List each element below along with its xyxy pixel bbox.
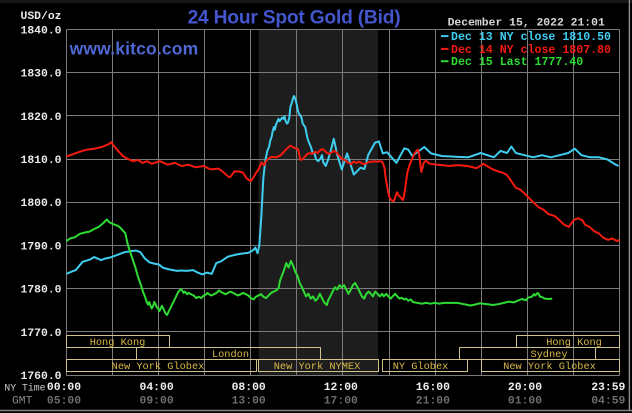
svg-text:23:59: 23:59: [591, 382, 625, 394]
svg-text:Dec 15 Last 1777.40: Dec 15 Last 1777.40: [451, 56, 583, 69]
svg-text:04:59: 04:59: [591, 396, 625, 408]
svg-text:December 15, 2022 21:01: December 15, 2022 21:01: [448, 18, 605, 30]
svg-text:1790.0: 1790.0: [20, 241, 61, 253]
svg-text:Hong Kong: Hong Kong: [90, 337, 146, 349]
svg-text:05:00: 05:00: [47, 396, 81, 408]
svg-text:Hong Kong: Hong Kong: [546, 337, 602, 349]
svg-text:New York NYMEX: New York NYMEX: [274, 361, 361, 373]
svg-text:Dec 13 NY close 1810.50: Dec 13 NY close 1810.50: [451, 31, 611, 44]
svg-text:NY Time: NY Time: [4, 383, 45, 394]
svg-text:London: London: [212, 349, 249, 361]
svg-text:1810.0: 1810.0: [20, 155, 61, 167]
svg-text:20:00: 20:00: [508, 382, 542, 394]
svg-text:Dec 14 NY close 1807.80: Dec 14 NY close 1807.80: [451, 44, 611, 57]
svg-text:12:00: 12:00: [324, 382, 358, 394]
svg-text:08:00: 08:00: [232, 382, 266, 394]
svg-text:NY Globex: NY Globex: [393, 361, 449, 373]
svg-text:Sydney: Sydney: [530, 349, 567, 361]
svg-text:1760.0: 1760.0: [20, 371, 61, 383]
svg-text:01:00: 01:00: [508, 396, 542, 408]
svg-text:04:00: 04:00: [140, 382, 174, 394]
svg-text:GMT: GMT: [12, 396, 33, 408]
svg-text:00:00: 00:00: [47, 382, 81, 394]
svg-text:USD/oz: USD/oz: [20, 11, 61, 23]
svg-text:www.kitco.com: www.kitco.com: [69, 39, 199, 59]
svg-text:1780.0: 1780.0: [20, 285, 61, 297]
svg-text:21:00: 21:00: [416, 396, 450, 408]
svg-text:1840.0: 1840.0: [20, 26, 61, 38]
svg-text:24 Hour Spot Gold (Bid): 24 Hour Spot Gold (Bid): [188, 7, 401, 28]
svg-text:New York Globex: New York Globex: [503, 361, 596, 373]
svg-text:13:00: 13:00: [232, 396, 266, 408]
svg-text:1800.0: 1800.0: [20, 198, 61, 210]
svg-text:1770.0: 1770.0: [20, 328, 61, 340]
svg-text:16:00: 16:00: [416, 382, 450, 394]
svg-text:New York Globex: New York Globex: [112, 361, 205, 373]
svg-text:17:00: 17:00: [324, 396, 358, 408]
svg-text:1830.0: 1830.0: [20, 69, 61, 81]
svg-text:09:00: 09:00: [140, 396, 174, 408]
svg-text:1820.0: 1820.0: [20, 112, 61, 124]
